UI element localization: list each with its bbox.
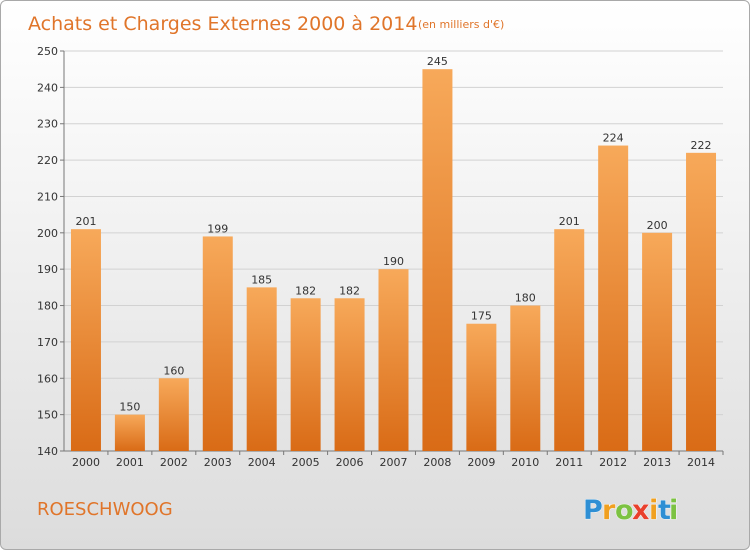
bar-2000 xyxy=(70,229,101,451)
x-tick-label: 2008 xyxy=(423,456,451,469)
x-tick-label: 2010 xyxy=(511,456,539,469)
bar-2013 xyxy=(642,232,673,451)
logo-letter: i xyxy=(649,495,658,526)
bar-2004 xyxy=(246,287,277,451)
value-label-2008: 245 xyxy=(427,55,448,68)
bar-2002 xyxy=(158,378,189,451)
unit-note: (en milliers d'€) xyxy=(418,18,504,31)
bar-2001 xyxy=(114,414,145,451)
value-label-2001: 150 xyxy=(119,401,140,414)
value-label-2007: 190 xyxy=(383,255,404,268)
x-tick-label: 2000 xyxy=(72,456,100,469)
logo-letter: P xyxy=(583,495,603,526)
logo-letter: t xyxy=(658,495,671,526)
bar-2011 xyxy=(554,229,585,451)
chart-title: Achats et Charges Externes 2000 à 2014 xyxy=(28,13,417,35)
y-tick-label: 200 xyxy=(37,227,58,240)
logo-letter: i xyxy=(669,495,678,526)
x-tick-label: 2011 xyxy=(555,456,583,469)
tick-labels: 140 150 160 170 180 190 200 210 220 230 240 250 2000… xyxy=(37,45,715,469)
logo-letter: o xyxy=(615,495,634,526)
x-tick-label: 2012 xyxy=(599,456,627,469)
logo-letter: r xyxy=(602,495,616,526)
y-tick-label: 160 xyxy=(37,372,58,385)
x-tick-label: 2002 xyxy=(160,456,188,469)
bar-2012 xyxy=(598,145,629,451)
value-label-2005: 182 xyxy=(295,284,316,297)
bar-2009 xyxy=(466,323,497,451)
value-label-2004: 185 xyxy=(251,273,272,286)
bar-2006 xyxy=(334,298,365,451)
y-tick-label: 180 xyxy=(37,300,58,313)
y-tick-label: 150 xyxy=(37,409,58,422)
x-tick-label: 2009 xyxy=(467,456,495,469)
x-tick-label: 2007 xyxy=(380,456,408,469)
y-tick-label: 140 xyxy=(37,445,58,458)
bar-2003 xyxy=(202,236,233,451)
bar-2005 xyxy=(290,298,321,451)
value-label-2006: 182 xyxy=(339,284,360,297)
value-label-2003: 199 xyxy=(207,222,228,235)
value-labels: 201 150 160 199 185 182 182 190 245 175 180 201 224 2… xyxy=(75,55,711,413)
y-tick-label: 220 xyxy=(37,154,58,167)
value-label-2002: 160 xyxy=(163,364,184,377)
y-tick-label: 250 xyxy=(37,45,58,58)
y-tick-label: 230 xyxy=(37,118,58,131)
value-label-2011: 201 xyxy=(559,215,580,228)
value-label-2014: 222 xyxy=(691,139,712,152)
x-tick-label: 2001 xyxy=(116,456,144,469)
value-label-2012: 224 xyxy=(603,132,624,145)
value-label-2010: 180 xyxy=(515,292,536,305)
value-label-2000: 201 xyxy=(75,215,96,228)
y-tick-label: 240 xyxy=(37,81,58,94)
x-tick-label: 2005 xyxy=(292,456,320,469)
value-label-2009: 175 xyxy=(471,310,492,323)
bar-2008 xyxy=(422,69,453,451)
bar-2014 xyxy=(686,152,717,451)
x-tick-label: 2006 xyxy=(336,456,364,469)
bar-2007 xyxy=(378,269,409,451)
y-tick-label: 170 xyxy=(37,336,58,349)
logo-letter: x xyxy=(632,495,649,526)
x-tick-label: 2003 xyxy=(204,456,232,469)
y-tick-label: 190 xyxy=(37,263,58,276)
x-tick-label: 2013 xyxy=(643,456,671,469)
value-label-2013: 200 xyxy=(647,219,668,232)
commune-name: ROESCHWOOG xyxy=(37,499,173,520)
bar-2010 xyxy=(510,305,541,451)
x-tick-label: 2004 xyxy=(248,456,276,469)
x-tick-label: 2014 xyxy=(687,456,715,469)
bars xyxy=(70,69,717,451)
y-tick-label: 210 xyxy=(37,190,58,203)
